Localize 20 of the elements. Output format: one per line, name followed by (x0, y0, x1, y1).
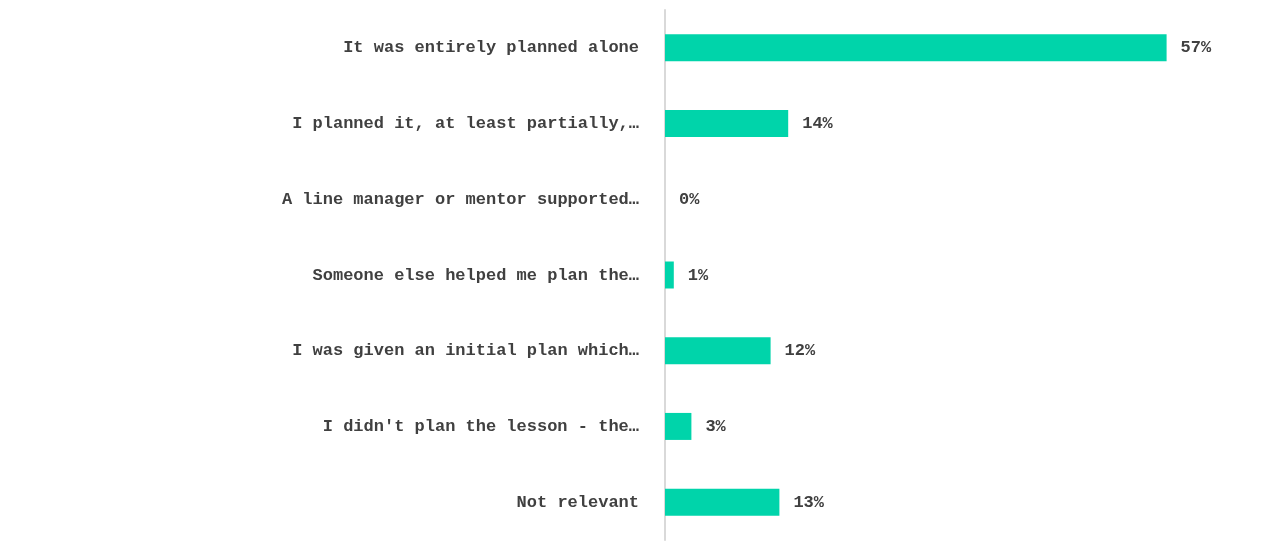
bar (665, 261, 674, 289)
data-label: 14% (802, 114, 834, 134)
data-label: 3% (705, 416, 727, 436)
y-tick-label: Someone else helped me plan the… (312, 265, 639, 285)
bar (665, 337, 771, 365)
y-tick-label: A line manager or mentor supported… (281, 189, 639, 209)
y-tick-label: I was given an initial plan which… (292, 341, 639, 361)
data-label: 57% (1180, 38, 1212, 58)
y-tick-label: I planned it, at least partially,… (292, 114, 639, 134)
data-label: 1% (687, 265, 709, 285)
y-tick-label: I didn't plan the lesson - the… (322, 416, 639, 436)
data-label: 12% (784, 341, 816, 361)
bar (665, 412, 692, 440)
bar (665, 488, 780, 516)
bar (665, 34, 1167, 62)
y-tick-label: Not relevant (516, 492, 639, 512)
data-label: 13% (793, 492, 825, 512)
y-tick-label: It was entirely planned alone (343, 38, 639, 58)
bar (665, 110, 789, 138)
data-label: 0% (679, 189, 701, 209)
